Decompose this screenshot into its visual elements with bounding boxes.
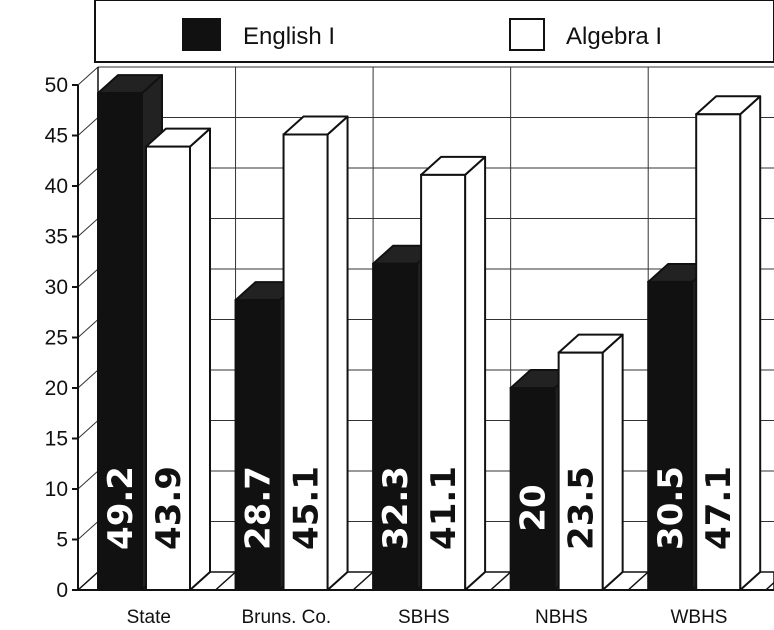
x-category-label: SBHS [398,607,450,628]
bar-value-label: 47.1 [699,466,739,550]
bar-value-label: 49.2 [101,466,141,550]
floor-divider [215,571,237,591]
bar-value-label: 32.3 [376,466,416,550]
bar-algebra [557,351,604,591]
legend-label-algebra: Algebra I [566,23,662,50]
y-tick-label: 30 [45,276,68,299]
gridline-diagonal [77,167,99,187]
y-tick-label: 0 [56,579,68,602]
legend-swatch-english [182,18,221,51]
x-category-label: NBHS [535,607,588,628]
y-tick-label: 20 [45,377,68,400]
bar-side [464,155,487,591]
bar-algebra [282,133,329,592]
y-tick-label: 25 [45,327,68,350]
bar-english [234,299,281,591]
gridline-diagonal [77,319,99,338]
bar-side [189,127,211,591]
y-tick-label: 35 [45,226,68,249]
y-tick-label: 40 [45,175,68,198]
gridline-diagonal [77,117,99,136]
y-tick-label: 45 [45,125,68,148]
bar-english [372,262,419,591]
bar-value-label: 45.1 [287,466,327,550]
x-axis-labels: State Bruns. Co. SBHS NBHS WBHS [127,607,728,628]
bar-value-label: 41.1 [424,466,464,550]
legend-label-english: English I [243,23,335,50]
bar-english [509,387,556,591]
gridline-diagonal [77,369,99,389]
bar-value-label: 30.5 [651,466,691,550]
floor-divider [490,571,512,591]
x-category-label: Bruns. Co. [241,607,331,628]
y-tick-label: 50 [45,74,68,97]
bar-value-label: 23.5 [562,466,602,550]
bars: 49.2 43.9 28.7 45.1 32.3 41.1 20 23.5 30.5 47.1 [97,74,762,592]
bar-algebra [420,173,467,591]
bar-side [601,333,624,591]
floor-divider [352,571,374,591]
gridline-diagonal [77,521,99,540]
bar-algebra [695,113,742,591]
bar-value-label: 43.9 [149,466,189,550]
bar-value-label: 20 [514,484,554,531]
bar-value-label: 28.7 [239,466,279,550]
floor-divider [765,581,774,591]
gridline-diagonal [77,268,99,288]
x-category-label: State [127,607,171,628]
floor-divider [627,571,649,591]
x-category-label: WBHS [670,607,727,628]
bar-algebra [145,145,191,592]
gridline-diagonal [77,218,99,237]
bar-english [97,92,143,592]
bar-side [739,95,762,591]
gridline-diagonal [77,470,99,490]
bar-side [326,115,349,591]
gridline-diagonal [77,66,99,86]
y-tick-label: 5 [56,529,68,552]
y-tick-label: 10 [45,478,68,501]
y-tick-label: 15 [45,428,68,451]
bar-english [647,280,694,591]
legend-swatch-algebra [509,18,545,51]
legend: English I Algebra I [94,0,774,63]
gridline-diagonal [77,420,99,439]
